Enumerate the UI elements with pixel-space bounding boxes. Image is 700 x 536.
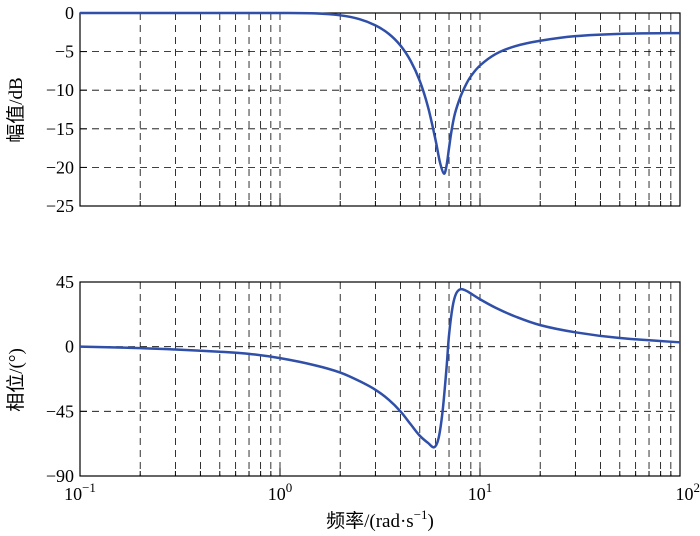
x-axis-label-close: ) [428,511,434,532]
magnitude-grid [80,13,680,206]
phase-y-tick-label: 0 [65,337,74,357]
magnitude-y-axis-label: 幅值/dB [5,77,27,142]
phase-grid [80,282,680,476]
magnitude-y-tick-label: −15 [46,119,74,139]
magnitude-y-tick-label: −25 [46,196,74,216]
magnitude-y-tick-label: −20 [46,157,74,177]
phase-y-tick-label: 45 [56,272,74,292]
x-tick-label: 102 [676,480,700,504]
x-tick-labels: 10−1 100 101 102 [64,480,700,504]
x-axis-label-exponent: −1 [414,507,428,522]
phase-y-tick-label: −90 [46,466,74,486]
phase-panel: 45 0 −45 −90 相位/(°) [5,272,681,486]
phase-y-ticks: 45 0 −45 −90 [46,272,87,486]
magnitude-y-tick-label: −5 [55,42,74,62]
x-axis-label: 频率/(rad·s−1) [326,507,434,532]
magnitude-curve [79,11,681,175]
x-tick-label: 101 [468,480,493,504]
phase-y-axis-label: 相位/(°) [5,348,27,412]
magnitude-y-tick-label: 0 [65,3,74,23]
magnitude-y-tick-label: −10 [46,80,74,100]
x-axis-label-main: 频率/(rad·s [326,510,414,532]
phase-y-tick-label: −45 [46,401,74,421]
phase-plot-area [79,281,681,477]
magnitude-y-ticks: 0 −5 −10 −15 −20 −25 [46,3,87,216]
x-tick-label: 10−1 [64,480,96,504]
x-tick-label: 100 [268,480,293,504]
phase-curve [79,287,681,449]
magnitude-panel: 0 −5 −10 −15 −20 −25 幅值/dB [5,3,681,216]
magnitude-plot-area [79,12,681,207]
